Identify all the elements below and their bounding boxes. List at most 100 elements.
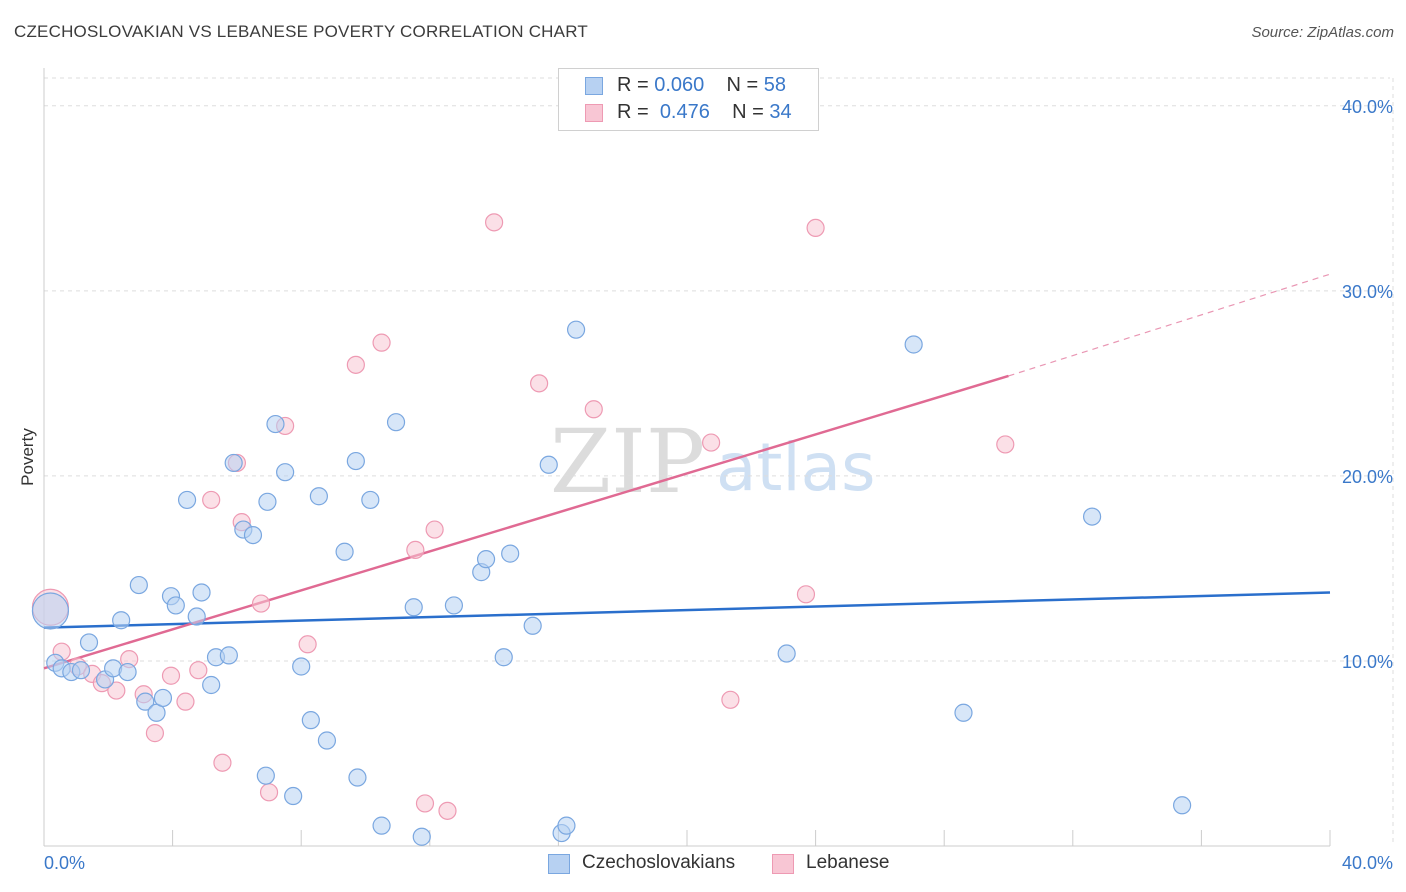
czechoslovakian-point [317, 731, 337, 750]
czechoslovakian-point [361, 490, 380, 510]
legend-n-label: N = [726, 74, 764, 96]
czechoslovakian-point [276, 463, 295, 482]
czechoslovakian-point [1082, 507, 1102, 526]
czechoslovakian-trend-line [43, 591, 1331, 629]
tick-labels: 10.0% 20.0% 30.0% 40.0% 0.0% 40.0% [44, 97, 1393, 873]
czechoslovakian-point [177, 490, 197, 510]
czechoslovakian-point [292, 657, 311, 676]
watermark-zip: ZIP [550, 410, 705, 513]
czechoslovakian-point [539, 455, 558, 474]
lebanese-point [415, 794, 435, 813]
czechoslovakian-point [494, 648, 513, 667]
czechoslovakian-point [501, 544, 520, 563]
czechoslovakian-point [187, 607, 206, 626]
lebanese-point [806, 218, 825, 237]
czechoslovakian-point [412, 827, 431, 846]
czechoslovakian-point [112, 611, 131, 630]
y-axis-label: Poverty [18, 428, 37, 486]
czechoslovakian-point [166, 596, 185, 615]
y-tick-label: 20.0% [1342, 467, 1393, 487]
czechoslovakian-point [954, 703, 973, 722]
czechoslovakian-point [153, 688, 173, 708]
czechoslovakian-point [557, 816, 576, 835]
czechoslovakian-point [79, 633, 99, 652]
czechoslovakian-point [71, 661, 91, 680]
legend-n-value: 58 [763, 74, 787, 96]
series-legend-label: Lebanese [806, 852, 890, 873]
czechoslovakian-point [284, 786, 303, 806]
czechoslovakian-point [566, 320, 586, 339]
lebanese-point [584, 400, 603, 419]
lebanese-point [702, 433, 721, 452]
y-tick-label: 40.0% [1342, 97, 1393, 117]
czechoslovakian-point [256, 766, 275, 785]
legend-r-value: 0.060 [654, 74, 705, 96]
lebanese-point [213, 753, 232, 772]
czechoslovakian-point [219, 646, 238, 665]
lebanese-point [438, 801, 457, 820]
lebanese-point [406, 540, 425, 560]
czechoslovakian-point [777, 644, 796, 663]
czechoslovakian-point [192, 583, 211, 602]
watermark-atlas: atlas [716, 429, 876, 506]
lebanese-point [796, 585, 816, 604]
lebanese-point [996, 435, 1015, 454]
series-swatch-pink [772, 854, 794, 874]
czechoslovakian-point [523, 616, 542, 635]
legend-r-label: R = [617, 74, 655, 96]
lebanese-point [298, 635, 317, 654]
czechoslovakian-point [224, 453, 243, 473]
legend-r-label: R = [617, 101, 655, 123]
czechoslovakian-point [136, 692, 155, 711]
data-points [31, 213, 1192, 846]
czechoslovakian-point [202, 675, 221, 695]
czechoslovakian-point [309, 487, 328, 506]
lebanese-point [346, 355, 365, 374]
y-tick-label: 10.0% [1342, 652, 1393, 672]
czechoslovakian-point [476, 550, 496, 569]
series-legend: Czechoslovakians Lebanese [0, 852, 1406, 878]
series-swatch-blue [548, 854, 570, 874]
legend-n-label: N = [732, 101, 770, 123]
czechoslovakian-point [346, 451, 365, 471]
correlation-legend: R = 0.060 N = 58 R = 0.476 N = 34 [558, 68, 819, 131]
lebanese-point [202, 490, 221, 510]
lebanese-point [176, 692, 195, 711]
czechoslovakian-point [386, 413, 406, 432]
czechoslovakian-point [129, 575, 148, 595]
legend-swatch-blue [585, 77, 603, 95]
lebanese-point [259, 783, 279, 802]
series-legend-label: Czechoslovakians [582, 852, 736, 873]
lebanese-point [530, 374, 549, 393]
czechoslovakian-point [31, 592, 70, 630]
czechoslovakian-point [444, 596, 464, 615]
lebanese-point [189, 661, 208, 680]
czechoslovakian-point [904, 335, 923, 354]
czechoslovakian-point [266, 414, 285, 434]
source-label: Source: ZipAtlas.com [1251, 24, 1394, 41]
czechoslovakian-point [243, 525, 263, 545]
czechoslovakian-point [1173, 796, 1192, 815]
lebanese-trend-extension [1008, 273, 1331, 377]
chart-title: CZECHOSLOVAKIAN VS LEBANESE POVERTY CORR… [14, 22, 588, 41]
czechoslovakian-point [348, 768, 367, 787]
lebanese-point [372, 333, 391, 352]
czechoslovakian-point [335, 542, 354, 561]
watermark: ZIP atlas [550, 410, 876, 513]
czechoslovakian-point [258, 492, 277, 511]
x-tick-label-max: 40.0% [1342, 853, 1393, 873]
lebanese-point [107, 681, 126, 700]
legend-r-value: 0.476 [659, 101, 710, 123]
x-tick-label-min: 0.0% [44, 853, 85, 873]
czechoslovakian-point [372, 816, 391, 835]
lebanese-point [721, 690, 740, 709]
lebanese-point [161, 666, 181, 685]
lebanese-point [425, 520, 444, 539]
czechoslovakian-point [301, 711, 320, 730]
legend-n-value: 34 [769, 101, 792, 123]
y-tick-label: 30.0% [1342, 282, 1393, 302]
lebanese-point [145, 724, 165, 743]
lebanese-point [485, 213, 504, 232]
czechoslovakian-point [118, 662, 137, 682]
